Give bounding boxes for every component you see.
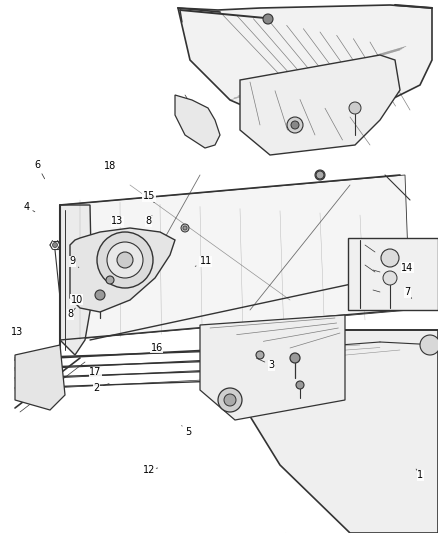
Text: 2: 2 (93, 383, 109, 393)
Text: 1: 1 (416, 469, 424, 480)
Circle shape (224, 394, 236, 406)
Circle shape (117, 252, 133, 268)
Polygon shape (60, 175, 410, 340)
Text: 7: 7 (404, 287, 412, 298)
Circle shape (296, 381, 304, 389)
Polygon shape (235, 330, 438, 533)
Circle shape (287, 117, 303, 133)
Circle shape (263, 14, 273, 24)
Circle shape (381, 249, 399, 267)
Circle shape (181, 224, 189, 232)
Text: 8: 8 (146, 216, 152, 226)
Circle shape (349, 102, 361, 114)
Text: 13: 13 (111, 216, 124, 226)
Text: 9: 9 (69, 256, 79, 268)
Circle shape (383, 271, 397, 285)
Text: 10: 10 (71, 295, 83, 304)
Polygon shape (175, 95, 220, 148)
Text: 17: 17 (89, 367, 102, 377)
Polygon shape (70, 228, 175, 312)
Circle shape (183, 226, 187, 230)
Circle shape (107, 242, 143, 278)
Text: 16: 16 (151, 343, 163, 352)
Circle shape (290, 353, 300, 363)
Polygon shape (15, 345, 65, 410)
Text: 4: 4 (23, 202, 35, 212)
Text: 5: 5 (182, 426, 191, 437)
Polygon shape (178, 5, 432, 135)
Circle shape (95, 290, 105, 300)
Circle shape (316, 171, 324, 179)
Text: 8: 8 (67, 308, 75, 319)
Polygon shape (348, 238, 438, 310)
Circle shape (106, 276, 114, 284)
Text: 15: 15 (143, 191, 155, 203)
Text: 14: 14 (401, 263, 413, 272)
Circle shape (53, 243, 57, 247)
Text: 18: 18 (104, 161, 117, 171)
Circle shape (291, 121, 299, 129)
Circle shape (97, 232, 153, 288)
Polygon shape (60, 205, 92, 355)
Circle shape (420, 335, 438, 355)
Polygon shape (200, 315, 345, 420)
Polygon shape (240, 55, 400, 155)
Text: 3: 3 (257, 358, 275, 370)
Text: 6: 6 (34, 160, 45, 179)
Circle shape (218, 388, 242, 412)
Text: 11: 11 (195, 256, 212, 266)
Circle shape (256, 351, 264, 359)
Text: 12: 12 (143, 465, 158, 475)
Circle shape (315, 170, 325, 180)
Text: 13: 13 (11, 327, 23, 336)
